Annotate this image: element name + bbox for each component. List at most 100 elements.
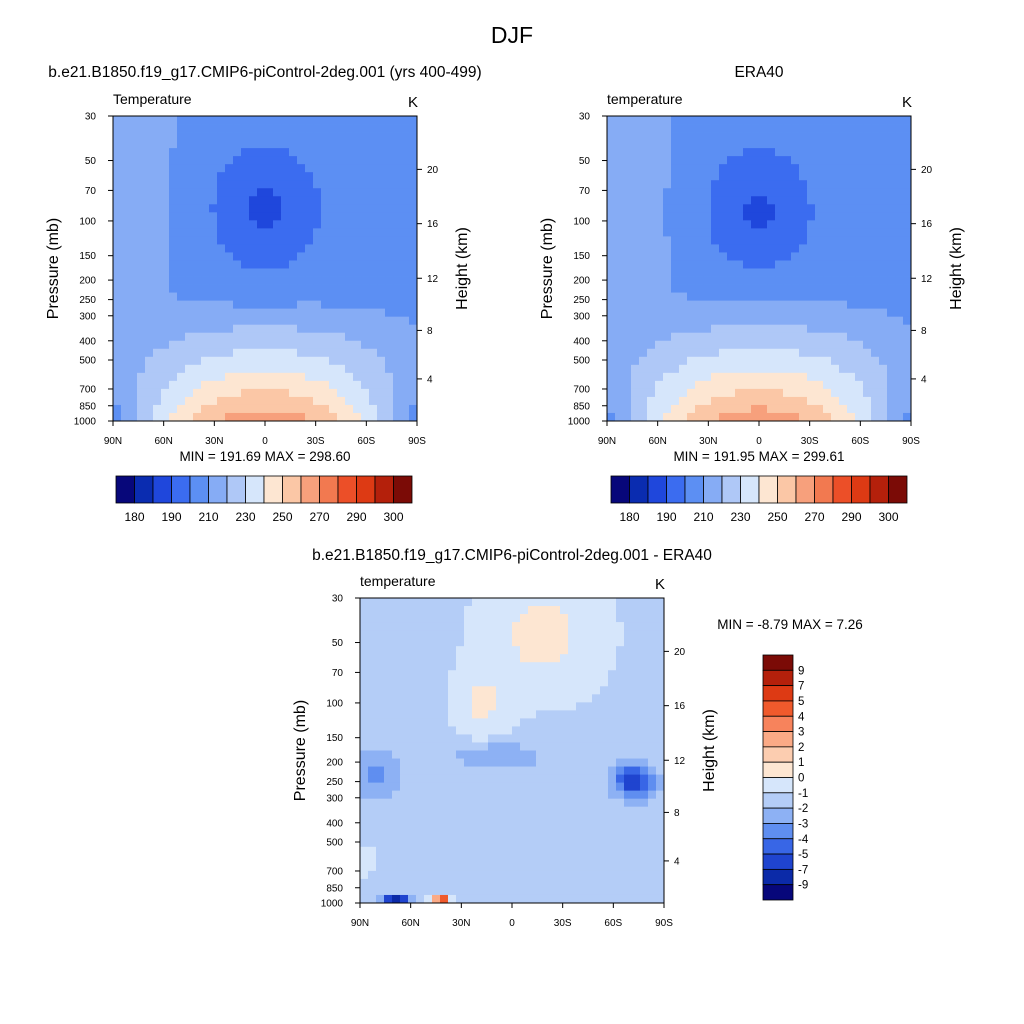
contour-cell xyxy=(169,172,178,181)
contour-cell xyxy=(241,348,250,358)
contour-cell xyxy=(368,854,377,864)
contour-cell xyxy=(647,316,656,326)
contour-cell xyxy=(887,124,896,133)
contour-cell xyxy=(472,622,481,631)
contour-cell xyxy=(392,670,401,679)
contour-cell xyxy=(496,606,505,615)
contour-cell xyxy=(783,260,792,269)
contour-cell xyxy=(368,846,377,856)
contour-cell xyxy=(480,782,489,792)
units-label: K xyxy=(902,94,912,111)
contour-cell xyxy=(735,356,744,366)
contour-cell xyxy=(719,236,728,245)
contour-cell xyxy=(895,228,904,237)
contour-cell xyxy=(751,172,760,181)
contour-cell xyxy=(560,894,569,904)
contour-cell xyxy=(432,798,441,808)
contour-cell xyxy=(448,702,457,711)
contour-cell xyxy=(353,332,362,342)
contour-cell xyxy=(392,710,401,719)
contour-cell xyxy=(679,372,688,382)
contour-cell xyxy=(137,236,146,245)
contour-cell xyxy=(544,686,553,695)
contour-cell xyxy=(440,622,449,631)
contour-cell xyxy=(409,124,418,133)
contour-cell xyxy=(855,340,864,350)
contour-cell xyxy=(544,606,553,615)
contour-cell xyxy=(656,878,665,888)
contour-cell xyxy=(552,630,561,639)
contour-cell xyxy=(416,870,425,880)
contour-cell xyxy=(496,758,505,767)
contour-cell xyxy=(496,782,505,792)
contour-cell xyxy=(823,332,832,342)
contour-cell xyxy=(361,188,370,197)
contour-cell xyxy=(233,308,242,318)
contour-cell xyxy=(369,228,378,237)
contour-cell xyxy=(145,172,154,181)
contour-cell xyxy=(855,300,864,310)
colorbar-box xyxy=(762,700,794,717)
contour-cell xyxy=(903,388,912,398)
contour-cell xyxy=(751,204,760,213)
contour-cell xyxy=(775,228,784,237)
contour-cell xyxy=(361,132,370,141)
contour-cell xyxy=(735,260,744,269)
contour-cell xyxy=(377,204,386,213)
contour-cell xyxy=(656,774,665,784)
contour-cell xyxy=(376,630,385,639)
contour-cell xyxy=(337,116,346,125)
contour-cell xyxy=(895,388,904,398)
contour-cell xyxy=(600,694,609,703)
contour-cell xyxy=(751,316,760,326)
contour-cell xyxy=(639,164,648,173)
contour-cell xyxy=(185,244,194,253)
contour-cell xyxy=(711,308,720,318)
contour-cell xyxy=(584,846,593,856)
contour-cell xyxy=(201,196,210,205)
contour-cell xyxy=(297,236,306,245)
contour-cell xyxy=(512,854,521,864)
contour-cell xyxy=(193,196,202,205)
contour-cell xyxy=(464,758,473,767)
contour-cell xyxy=(361,372,370,382)
contour-cell xyxy=(392,814,401,824)
contour-cell xyxy=(831,380,840,390)
contour-cell xyxy=(377,140,386,149)
y-tick-label: 200 xyxy=(79,276,96,287)
contour-cell xyxy=(289,348,298,358)
contour-cell xyxy=(512,662,521,671)
contour-cell xyxy=(871,228,880,237)
contour-cell xyxy=(193,276,202,285)
x-tick-label: 90S xyxy=(902,436,920,447)
contour-cell xyxy=(592,822,601,832)
contour-cell xyxy=(401,380,410,390)
contour-cell xyxy=(568,814,577,824)
contour-cell xyxy=(623,228,632,237)
contour-cell xyxy=(376,806,385,816)
contour-cell xyxy=(751,212,760,221)
contour-cell xyxy=(233,292,242,302)
contour-cell xyxy=(241,124,250,133)
contour-cell xyxy=(671,284,680,293)
contour-cell xyxy=(815,228,824,237)
contour-cell xyxy=(759,220,768,229)
contour-cell xyxy=(377,132,386,141)
contour-cell xyxy=(217,244,226,253)
contour-cell xyxy=(759,172,768,181)
contour-cell xyxy=(695,228,704,237)
contour-cell xyxy=(369,356,378,366)
contour-cell xyxy=(209,372,218,382)
contour-cell xyxy=(879,156,888,165)
contour-cell xyxy=(153,220,162,229)
contour-cell xyxy=(831,308,840,318)
contour-cell xyxy=(169,292,178,302)
contour-cell xyxy=(743,124,752,133)
contour-cell xyxy=(751,132,760,141)
contour-cell xyxy=(520,646,529,655)
contour-cell xyxy=(719,332,728,342)
contour-cell xyxy=(265,268,274,277)
contour-cell xyxy=(536,830,545,840)
contour-cell xyxy=(616,686,625,695)
contour-cell xyxy=(703,260,712,269)
